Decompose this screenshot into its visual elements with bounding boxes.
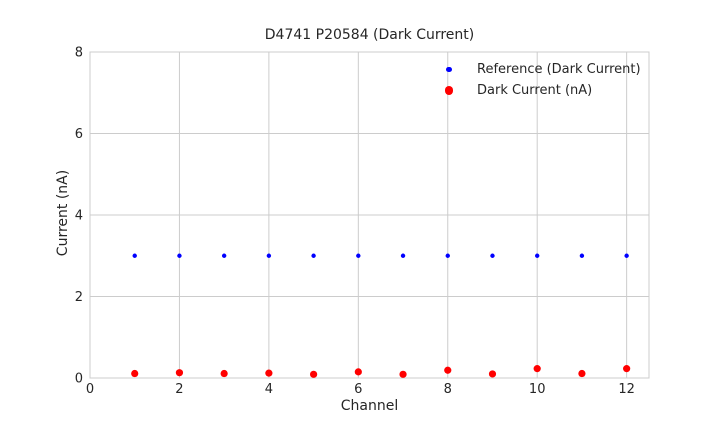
data-point-series-1 bbox=[175, 369, 184, 377]
x-tick-label: 6 bbox=[354, 382, 362, 397]
y-tick-label: 6 bbox=[75, 127, 83, 142]
chart-title: D4741 P20584 (Dark Current) bbox=[264, 27, 475, 43]
y-tick-label: 4 bbox=[75, 209, 83, 224]
data-point-series-1 bbox=[399, 370, 407, 378]
x-tick-label: 8 bbox=[444, 382, 452, 397]
data-point-series-1 bbox=[623, 365, 631, 373]
x-tick-label: 4 bbox=[265, 382, 273, 397]
data-point-series-0 bbox=[400, 253, 406, 258]
data-point-series-1 bbox=[220, 369, 228, 378]
data-point-series-1 bbox=[131, 369, 139, 378]
data-point-series-0 bbox=[356, 253, 361, 258]
legend: Reference (Dark Current) Dark Current (n… bbox=[429, 59, 641, 101]
data-point-series-0 bbox=[132, 253, 137, 258]
y-tick-label: 2 bbox=[75, 290, 83, 305]
reference-marker-icon bbox=[446, 66, 452, 73]
y-axis-label: Current (nA) bbox=[55, 169, 71, 257]
data-point-series-1 bbox=[488, 370, 497, 378]
legend-item-reference: Reference (Dark Current) bbox=[429, 59, 641, 80]
data-point-series-1 bbox=[310, 370, 318, 378]
legend-marker-cell bbox=[429, 66, 469, 73]
data-point-series-1 bbox=[533, 365, 541, 373]
data-point-series-1 bbox=[444, 366, 452, 374]
data-point-series-0 bbox=[445, 253, 450, 258]
legend-item-dark-current: Dark Current (nA) bbox=[429, 80, 641, 101]
dark-current-marker-icon bbox=[444, 86, 454, 95]
data-point-series-1 bbox=[578, 369, 586, 378]
data-point-series-0 bbox=[579, 253, 585, 258]
data-point-series-0 bbox=[177, 253, 182, 258]
data-point-series-1 bbox=[354, 368, 362, 376]
x-axis-label: Channel bbox=[340, 398, 399, 414]
x-tick-label: 0 bbox=[86, 382, 94, 397]
plot-frame bbox=[89, 51, 650, 379]
x-tick-label: 2 bbox=[175, 382, 183, 397]
data-point-series-0 bbox=[311, 253, 316, 258]
data-point-series-0 bbox=[221, 253, 227, 258]
data-point-series-0 bbox=[266, 253, 272, 258]
legend-label-reference: Reference (Dark Current) bbox=[477, 62, 641, 77]
legend-marker-cell bbox=[429, 86, 469, 95]
data-point-series-0 bbox=[535, 253, 540, 258]
x-tick-label: 12 bbox=[618, 382, 635, 397]
data-point-series-0 bbox=[490, 253, 495, 258]
y-tick-label: 8 bbox=[75, 46, 83, 61]
x-tick-label: 10 bbox=[529, 382, 546, 397]
data-point-series-0 bbox=[624, 253, 629, 258]
y-tick-label: 0 bbox=[75, 372, 83, 387]
legend-label-dark-current: Dark Current (nA) bbox=[477, 83, 593, 98]
data-point-series-1 bbox=[265, 369, 273, 377]
